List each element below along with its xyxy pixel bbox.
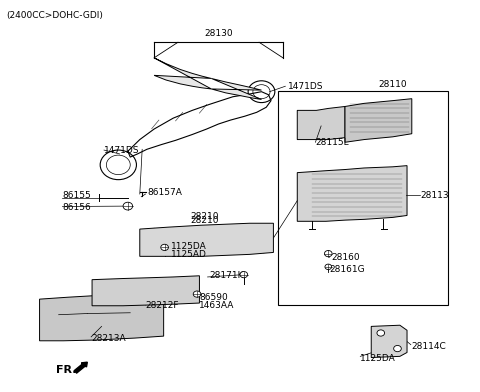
- Text: 28114C: 28114C: [412, 342, 446, 351]
- Text: 1463AA: 1463AA: [199, 301, 235, 310]
- FancyArrow shape: [74, 362, 87, 373]
- Text: 28160: 28160: [332, 253, 360, 262]
- Polygon shape: [39, 291, 164, 341]
- Text: 28130: 28130: [204, 29, 233, 38]
- Text: 1125DA: 1125DA: [360, 354, 396, 363]
- Bar: [278, 91, 447, 305]
- Text: 1125AD: 1125AD: [171, 250, 207, 259]
- Circle shape: [161, 244, 168, 250]
- Text: 28210: 28210: [190, 216, 218, 225]
- Polygon shape: [297, 107, 345, 140]
- Text: (2400CC>DOHC-GDI): (2400CC>DOHC-GDI): [6, 11, 103, 20]
- Text: 28171K: 28171K: [209, 271, 243, 280]
- Text: 1471DS: 1471DS: [104, 145, 140, 154]
- Circle shape: [123, 202, 132, 210]
- Text: 28210: 28210: [190, 212, 218, 221]
- Text: 28212F: 28212F: [145, 301, 179, 310]
- Polygon shape: [211, 78, 262, 100]
- Polygon shape: [92, 276, 199, 306]
- Polygon shape: [371, 325, 407, 358]
- Circle shape: [240, 272, 248, 278]
- Text: 28161G: 28161G: [330, 265, 365, 274]
- Text: 28110: 28110: [378, 80, 407, 89]
- Text: 86156: 86156: [62, 203, 91, 212]
- Circle shape: [377, 330, 384, 336]
- Polygon shape: [140, 223, 274, 256]
- Polygon shape: [297, 166, 407, 221]
- Text: 86157A: 86157A: [147, 188, 182, 197]
- Circle shape: [324, 250, 332, 257]
- Circle shape: [325, 264, 332, 270]
- Text: 28113: 28113: [420, 191, 449, 200]
- Text: FR.: FR.: [56, 365, 77, 376]
- Circle shape: [394, 345, 401, 352]
- Circle shape: [193, 291, 201, 297]
- Text: 86590: 86590: [199, 294, 228, 303]
- Polygon shape: [154, 58, 211, 89]
- Polygon shape: [345, 99, 412, 142]
- Text: 28115L: 28115L: [315, 138, 349, 147]
- Text: 28213A: 28213A: [91, 334, 126, 343]
- Text: 1125DA: 1125DA: [171, 242, 206, 251]
- Text: 86155: 86155: [62, 192, 91, 200]
- Text: 1471DS: 1471DS: [288, 82, 323, 91]
